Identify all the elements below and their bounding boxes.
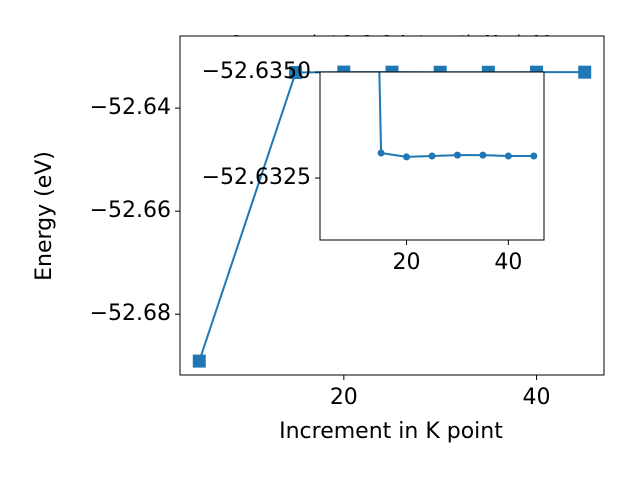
data-marker <box>504 152 512 160</box>
axes-frame <box>319 71 545 241</box>
y-tick-label: −52.66 <box>90 198 171 223</box>
y-tick-label: −52.6325 <box>202 165 311 190</box>
x-axis-label: Increment in K point <box>279 419 503 444</box>
y-tick-label: −52.64 <box>90 95 171 120</box>
x-tick-label: 40 <box>494 250 522 275</box>
data-marker <box>289 66 303 80</box>
x-tick-label: 20 <box>393 250 421 275</box>
x-tick-label: 20 <box>330 385 358 410</box>
data-marker <box>530 152 538 160</box>
axes-frame <box>179 35 605 376</box>
data-marker <box>377 149 385 157</box>
x-tick-label: 40 <box>523 385 551 410</box>
y-tick-label: −52.6350 <box>202 59 311 84</box>
y-axis-label: Energy (eV) <box>32 151 57 281</box>
y-tick-label: −52.68 <box>90 301 171 326</box>
data-marker <box>428 152 436 160</box>
data-marker <box>403 153 411 161</box>
data-marker <box>479 151 487 159</box>
data-marker <box>578 65 592 79</box>
data-marker <box>192 354 206 368</box>
data-marker <box>453 151 461 159</box>
data-line <box>378 72 534 158</box>
